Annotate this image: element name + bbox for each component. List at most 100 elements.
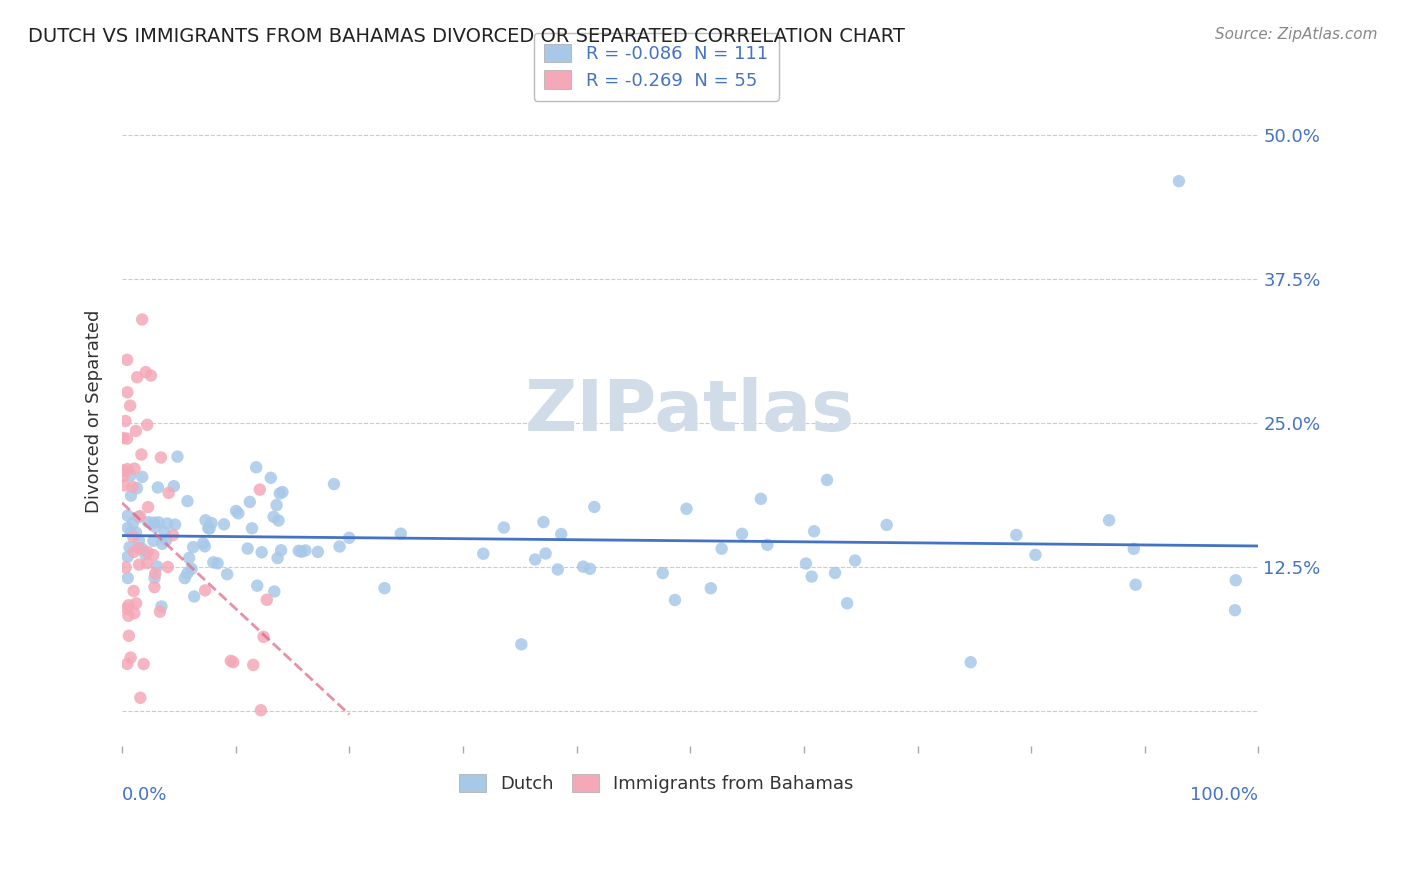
- Text: Source: ZipAtlas.com: Source: ZipAtlas.com: [1215, 27, 1378, 42]
- Point: [219, 654, 242, 668]
- Point: [194, 583, 217, 598]
- Point: [136, 417, 159, 432]
- Point: [150, 599, 173, 614]
- Point: [959, 655, 981, 669]
- Point: [120, 489, 142, 503]
- Point: [579, 562, 602, 576]
- Point: [181, 540, 204, 554]
- Point: [837, 596, 859, 610]
- Point: [1223, 603, 1246, 617]
- Point: [128, 533, 150, 548]
- Point: [115, 432, 138, 446]
- Point: [131, 470, 153, 484]
- Point: [191, 536, 214, 550]
- Point: [128, 541, 150, 556]
- Point: [287, 543, 309, 558]
- Point: [156, 516, 179, 531]
- Point: [117, 462, 139, 476]
- Point: [115, 352, 138, 367]
- Point: [307, 545, 329, 559]
- Point: [176, 494, 198, 508]
- Point: [117, 657, 139, 671]
- Point: [153, 525, 176, 540]
- Point: [142, 548, 165, 562]
- Point: [731, 526, 754, 541]
- Point: [242, 657, 264, 672]
- Point: [129, 509, 152, 524]
- Point: [120, 525, 142, 540]
- Point: [128, 558, 150, 572]
- Text: 0.0%: 0.0%: [122, 786, 167, 804]
- Point: [531, 515, 554, 529]
- Point: [228, 507, 250, 521]
- Point: [156, 560, 179, 574]
- Point: [675, 501, 697, 516]
- Point: [117, 549, 139, 564]
- Point: [149, 450, 172, 465]
- Point: [165, 517, 187, 532]
- Point: [122, 606, 145, 620]
- Point: [252, 630, 274, 644]
- Point: [124, 461, 146, 475]
- Point: [1125, 578, 1147, 592]
- Point: [180, 562, 202, 576]
- Point: [142, 516, 165, 530]
- Point: [700, 581, 723, 595]
- Point: [117, 571, 139, 585]
- Point: [136, 556, 159, 570]
- Point: [173, 571, 195, 585]
- Point: [176, 566, 198, 581]
- Point: [118, 540, 141, 554]
- Point: [250, 703, 273, 717]
- Point: [131, 312, 153, 326]
- Point: [114, 414, 136, 428]
- Point: [337, 531, 360, 545]
- Point: [117, 599, 139, 613]
- Point: [135, 365, 157, 379]
- Point: [132, 657, 155, 671]
- Point: [122, 530, 145, 544]
- Point: [876, 517, 898, 532]
- Point: [122, 545, 145, 559]
- Point: [225, 504, 247, 518]
- Point: [263, 509, 285, 524]
- Point: [194, 539, 217, 553]
- Point: [157, 486, 180, 500]
- Point: [197, 521, 219, 535]
- Point: [246, 579, 269, 593]
- Point: [510, 637, 533, 651]
- Point: [824, 566, 846, 580]
- Point: [803, 524, 825, 539]
- Point: [163, 479, 186, 493]
- Text: ZIPatlas: ZIPatlas: [526, 377, 855, 446]
- Point: [651, 566, 673, 580]
- Point: [155, 533, 177, 548]
- Point: [125, 596, 148, 610]
- Point: [143, 520, 166, 534]
- Point: [122, 516, 145, 530]
- Text: 100.0%: 100.0%: [1191, 786, 1258, 804]
- Point: [290, 545, 312, 559]
- Point: [198, 522, 221, 536]
- Point: [270, 543, 292, 558]
- Point: [125, 481, 148, 495]
- Point: [115, 601, 138, 615]
- Point: [207, 556, 229, 570]
- Point: [117, 608, 139, 623]
- Point: [143, 566, 166, 581]
- Point: [149, 605, 172, 619]
- Point: [146, 481, 169, 495]
- Point: [117, 521, 139, 535]
- Point: [250, 545, 273, 559]
- Point: [122, 584, 145, 599]
- Text: DUTCH VS IMMIGRANTS FROM BAHAMAS DIVORCED OR SEPARATED CORRELATION CHART: DUTCH VS IMMIGRANTS FROM BAHAMAS DIVORCE…: [28, 27, 905, 45]
- Point: [162, 528, 184, 542]
- Point: [131, 448, 153, 462]
- Point: [245, 460, 267, 475]
- Point: [120, 650, 142, 665]
- Point: [117, 508, 139, 523]
- Point: [256, 592, 278, 607]
- Point: [202, 555, 225, 569]
- Point: [323, 477, 346, 491]
- Point: [142, 533, 165, 548]
